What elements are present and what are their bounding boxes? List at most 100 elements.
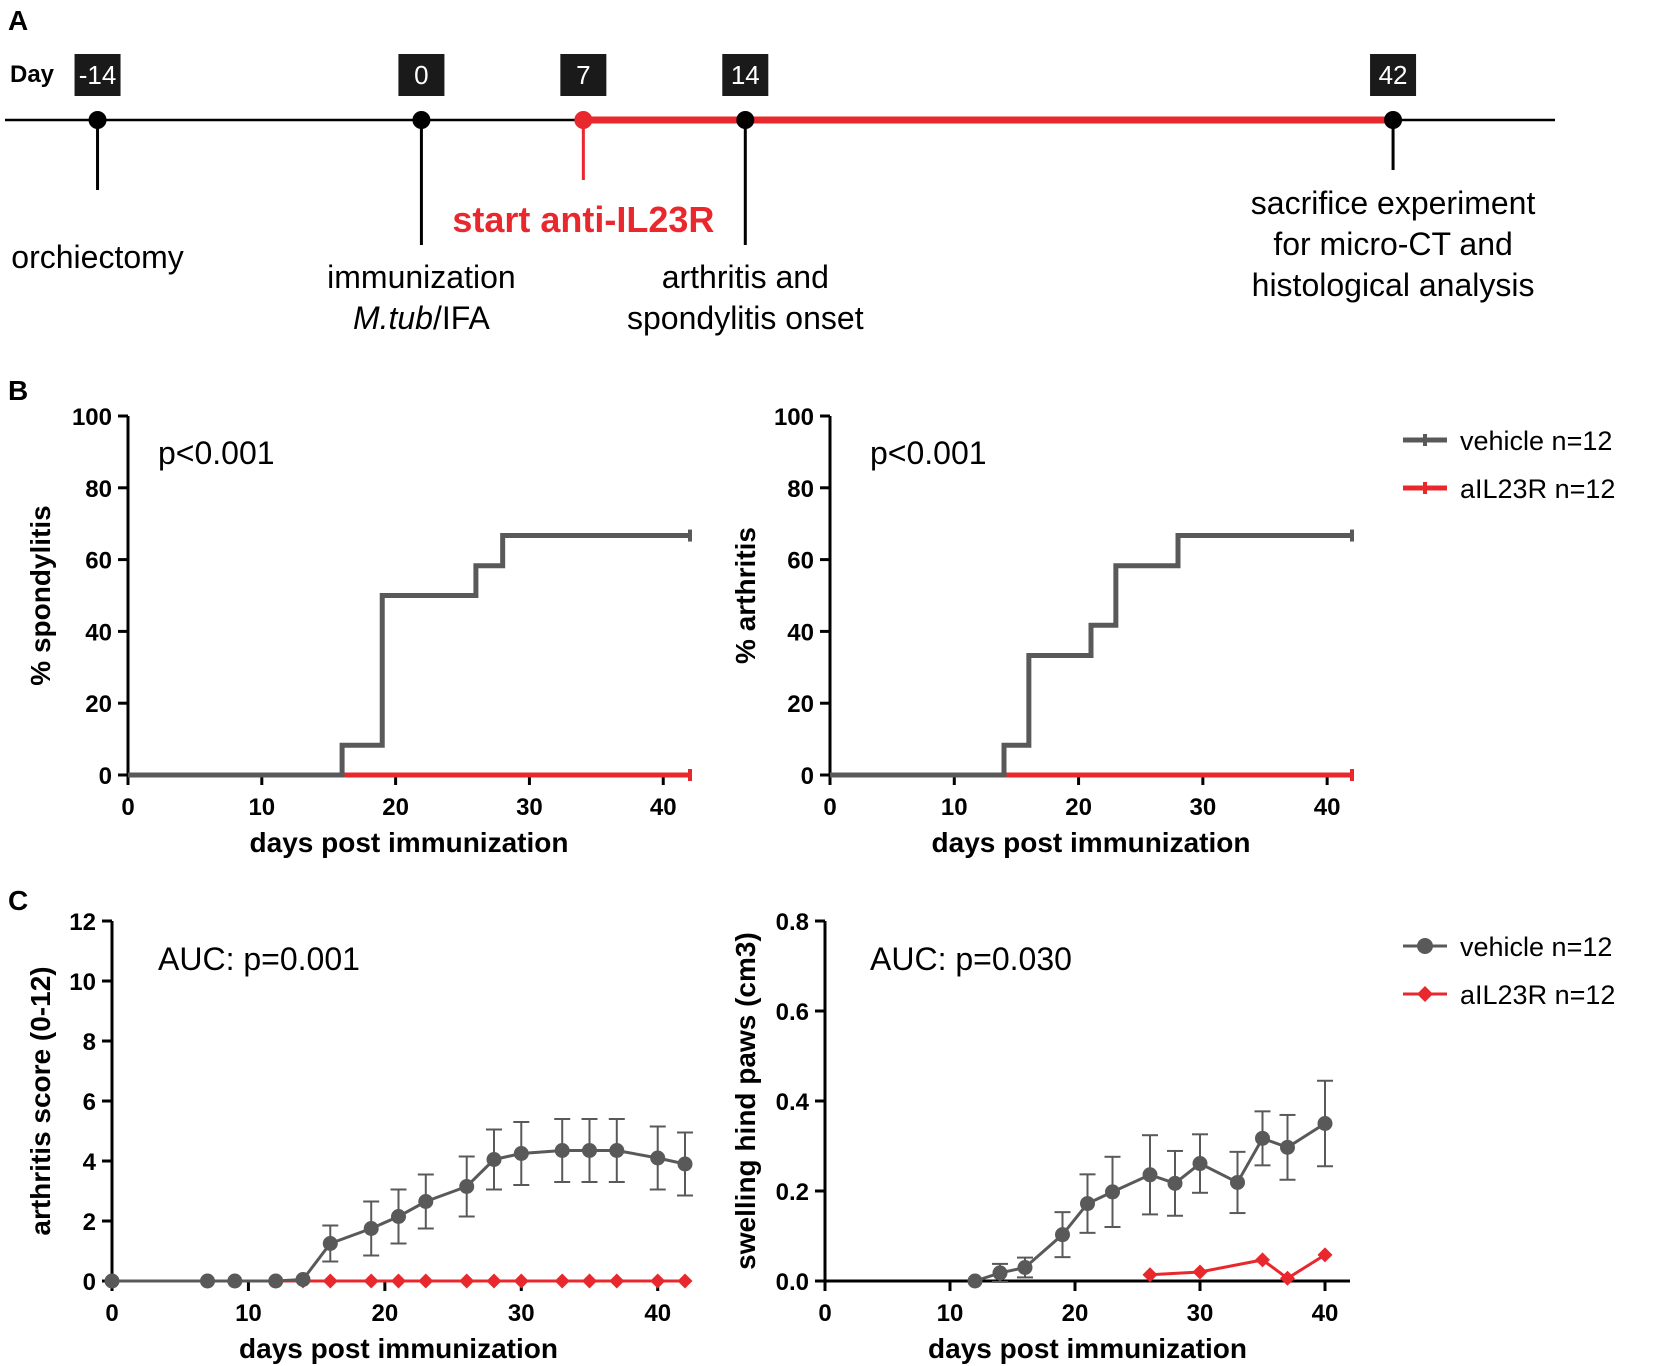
p-value-annotation: AUC: p=0.030: [870, 941, 1072, 977]
vehicle-data-point: [677, 1156, 693, 1172]
vehicle-data-point: [1280, 1139, 1295, 1155]
x-axis-title: days post immunization: [239, 1333, 558, 1364]
timeline-day-box: [74, 54, 121, 96]
x-tick-label: 10: [941, 794, 968, 821]
timeline-event-dot: [88, 111, 107, 129]
vehicle-data-point: [1192, 1156, 1208, 1172]
y-tick-label: 100: [72, 404, 112, 431]
y-tick-label: 6: [83, 1089, 96, 1116]
treatment-line: [1149, 1253, 1326, 1281]
x-tick-label: 30: [1190, 794, 1217, 821]
vehicle-data-point: [1105, 1184, 1120, 1200]
treatment-data-point: [554, 1273, 570, 1289]
vehicle-data-point: [268, 1273, 284, 1289]
treatment-data-point: [486, 1273, 502, 1289]
vehicle-data-point: [391, 1209, 406, 1224]
p-value-annotation: p<0.001: [870, 435, 987, 471]
treatment-data-point: [1142, 1267, 1158, 1283]
vehicle-data-point: [1167, 1175, 1183, 1191]
timeline-event-label: for micro-CT and: [1273, 226, 1512, 262]
y-tick-label: 0: [99, 763, 112, 790]
x-tick-label: 0: [105, 1300, 118, 1327]
timeline-event-dot: [736, 111, 755, 129]
y-axis-title: % arthritis: [730, 527, 761, 664]
vehicle-data-point: [200, 1273, 215, 1289]
timeline-day-box-label: 42: [1379, 60, 1408, 90]
y-tick-label: 0: [801, 763, 814, 790]
vehicle-data-point: [227, 1273, 243, 1289]
x-tick-label: 30: [516, 794, 543, 821]
y-axis-title: arthritis score (0-12): [25, 966, 56, 1235]
chart-spondylitis: 0 20 40 60 80 100 0 10 20 30 40 days post immunizat…: [25, 404, 692, 858]
x-tick-label: 30: [1187, 1300, 1214, 1327]
x-axis-title: days post immunization: [928, 1333, 1247, 1364]
legend-c: vehicle n=12 aIL23R n=12: [1403, 932, 1615, 1010]
vehicle-data-point: [582, 1143, 597, 1158]
vehicle-data-point: [1317, 1116, 1333, 1131]
x-tick-label: 20: [382, 794, 409, 821]
legend-label: aIL23R n=12: [1460, 474, 1615, 504]
x-tick-label: 10: [937, 1300, 964, 1327]
x-tick-label: 40: [1314, 794, 1341, 821]
treatment-data-point: [418, 1273, 434, 1289]
vehicle-data-point: [322, 1236, 338, 1251]
timeline: Day -14 orchiectomy 0 immunization M.tub/IFA…: [5, 54, 1555, 336]
legend-b: vehicle n=12 aIL23R n=12: [1403, 426, 1615, 504]
y-tick-label: 10: [69, 969, 96, 996]
treatment-data-point: [609, 1273, 625, 1289]
chart-arthritis-incidence: 0 20 40 60 80 100 0 10 20 30 40 days post immunizat…: [730, 404, 1354, 858]
vehicle-data-point: [967, 1273, 983, 1289]
vehicle-data-point: [363, 1221, 379, 1236]
y-axis-title: % spondylitis: [25, 505, 56, 685]
legend-label: vehicle n=12: [1460, 426, 1612, 456]
treatment-data-point: [391, 1273, 406, 1289]
vehicle-data-point: [1255, 1130, 1270, 1146]
timeline-event-dot: [574, 111, 593, 129]
y-tick-label: 0.8: [776, 909, 809, 936]
x-tick-label: 20: [1065, 794, 1092, 821]
vehicle-data-point: [295, 1272, 311, 1287]
y-tick-label: 20: [85, 691, 112, 718]
legend-label: aIL23R n=12: [1460, 980, 1615, 1010]
y-tick-label: 0.2: [776, 1179, 809, 1206]
x-tick-label: 0: [823, 794, 836, 821]
y-tick-label: 40: [85, 619, 112, 646]
p-value-annotation: AUC: p=0.001: [158, 941, 360, 977]
treatment-data-point: [513, 1273, 529, 1289]
timeline-event-label: M.tub/IFA: [353, 300, 491, 336]
timeline-event-label: orchiectomy: [11, 239, 184, 275]
y-tick-label: 0.6: [776, 999, 809, 1026]
x-axis-title: days post immunization: [250, 827, 569, 858]
timeline-day-box-label: -14: [79, 60, 117, 90]
x-tick-label: 0: [818, 1300, 831, 1327]
y-tick-label: 4: [83, 1149, 97, 1176]
timeline-event-label: start anti-IL23R: [452, 199, 714, 240]
x-tick-label: 10: [235, 1300, 262, 1327]
x-tick-label: 20: [1062, 1300, 1089, 1327]
treatment-data-point: [1317, 1247, 1333, 1263]
x-axis-title: days post immunization: [932, 827, 1251, 858]
x-tick-label: 10: [248, 794, 275, 821]
treatment-data-point: [1192, 1264, 1208, 1280]
timeline-day-label: Day: [10, 61, 55, 88]
treatment-data-point: [1255, 1252, 1270, 1268]
y-tick-label: 80: [787, 476, 814, 503]
vehicle-data-point: [1230, 1174, 1245, 1190]
treatment-data-point: [677, 1273, 693, 1289]
chart-arthritis-score: 0 2 4 6 8 10 12 0 10 20 30 40 days post immunization…: [25, 909, 693, 1364]
y-tick-label: 20: [787, 691, 814, 718]
vehicle-data-point: [992, 1265, 1008, 1281]
vehicle-data-point: [650, 1150, 666, 1166]
y-tick-label: 0: [83, 1269, 96, 1296]
y-tick-label: 2: [83, 1209, 96, 1236]
treatment-data-point: [322, 1273, 338, 1289]
timeline-event-label: arthritis and: [662, 259, 829, 295]
timeline-event-label: histological analysis: [1252, 267, 1535, 303]
vehicle-step-line: [128, 533, 690, 778]
y-tick-label: 60: [85, 548, 112, 575]
vehicle-data-point: [104, 1273, 120, 1289]
vehicle-data-point: [609, 1143, 625, 1158]
panel-letter-a: A: [8, 5, 28, 36]
y-tick-label: 40: [787, 619, 814, 646]
x-tick-label: 30: [508, 1300, 535, 1327]
